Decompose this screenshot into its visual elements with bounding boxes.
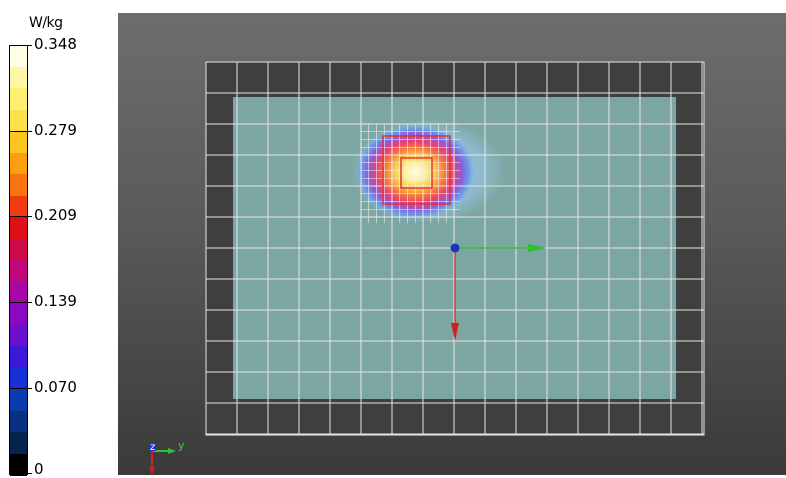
zoom-box-outer [382,135,451,205]
legend-color-segment [10,324,27,347]
grid-outline [205,61,705,436]
zoom-scan-grid [360,123,460,223]
legend-color-segment [10,217,27,239]
triad-x-head [149,467,155,475]
legend-tick-label: 0.279 [34,121,77,139]
legend-color-segment [10,281,27,304]
legend-tick-line [10,473,32,474]
legend-tick-label: 0.348 [34,35,77,53]
legend-tick-line [10,216,32,217]
legend-color-segment [10,238,27,261]
legend-tick-line [10,131,32,132]
legend-unit-label: W/kg [29,15,63,31]
legend-color-segment [10,195,27,218]
legend-color-segment [10,88,27,110]
color-legend: W/kg 0.348 0.279 0.209 0.139 0.070 0 [0,0,118,478]
legend-tick-label: 0.139 [34,292,77,310]
triad-z-label: z [150,442,155,453]
legend-color-segment [10,131,27,153]
legend-tick-line [10,388,32,389]
legend-color-segment [10,453,27,476]
triad-y-head [168,448,176,454]
legend-color-segment [10,410,27,433]
legend-tick-line [10,302,32,303]
legend-tick-label: 0.070 [34,378,77,396]
origin-marker [450,243,460,253]
y-axis-arrow-head [528,244,546,252]
triad-y-label: y [178,439,185,452]
legend-color-segment [10,66,27,89]
legend-color-segment [10,303,27,325]
legend-color-segment [10,389,27,411]
legend-color-segment [10,174,27,196]
legend-tick-label: 0 [34,460,44,478]
legend-color-segment [10,109,27,132]
legend-color-segment [10,260,27,282]
scene-svg: z y [149,61,705,475]
legend-color-segment [10,346,27,368]
legend-color-bar [9,45,28,476]
legend-tick-label: 0.209 [34,206,77,224]
x-axis-arrow-head [451,323,459,341]
legend-color-segment [10,152,27,175]
legend-color-segment [10,45,27,67]
legend-tick-line [10,45,32,46]
zoom-box-inner [400,157,433,189]
3d-viewport[interactable]: z y [118,13,786,475]
legend-color-segment [10,432,27,454]
legend-color-segment [10,367,27,390]
triad-z-axis [149,444,156,451]
